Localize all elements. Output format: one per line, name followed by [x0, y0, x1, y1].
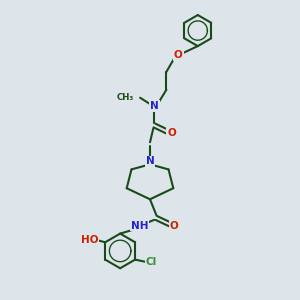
Text: O: O	[174, 50, 183, 60]
Text: O: O	[167, 128, 176, 138]
Text: N: N	[150, 101, 159, 111]
Text: CH₃: CH₃	[116, 93, 134, 102]
Text: O: O	[169, 220, 178, 230]
Text: N: N	[146, 156, 154, 166]
Text: Cl: Cl	[146, 257, 157, 267]
Text: NH: NH	[131, 220, 148, 230]
Text: HO: HO	[81, 235, 98, 245]
